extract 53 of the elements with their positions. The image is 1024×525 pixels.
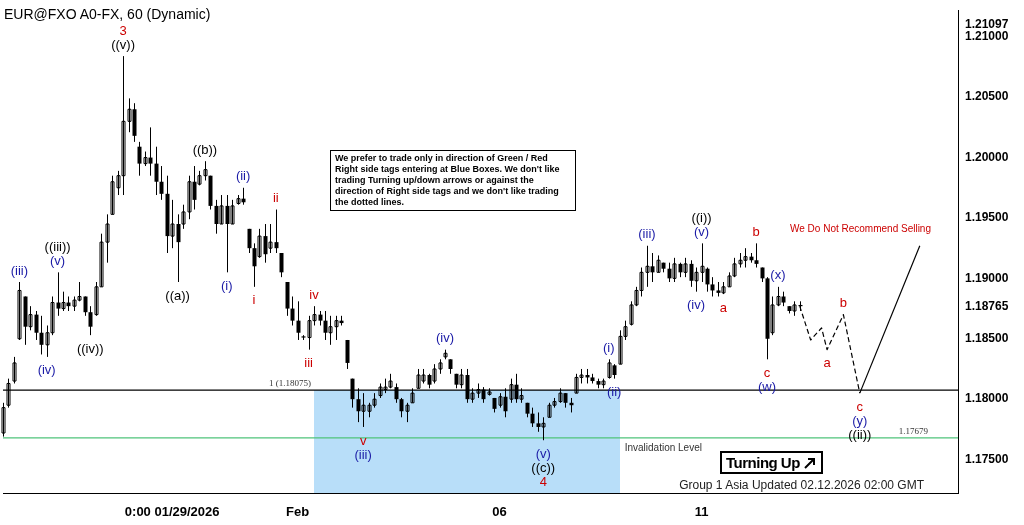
annotation: Invalidation Level bbox=[624, 441, 702, 453]
annotation: (iii) bbox=[638, 226, 656, 242]
annotation: (iii) bbox=[354, 446, 372, 462]
annotation: ii bbox=[272, 190, 279, 206]
x-tick-label: 0:00 01/29/2026 bbox=[124, 503, 220, 519]
annotation: We Do Not Recommend Selling bbox=[790, 223, 931, 234]
annotation: iv bbox=[309, 286, 320, 302]
annotation: (i) bbox=[602, 339, 615, 355]
annotation: (y) bbox=[852, 412, 868, 428]
y-tick-label: 1.20500 bbox=[965, 89, 1009, 104]
annotation: b bbox=[839, 295, 848, 311]
annotation: (i) bbox=[220, 277, 233, 293]
annotation: ((a)) bbox=[165, 287, 190, 303]
y-tick-label: 1.19500 bbox=[965, 210, 1009, 225]
x-tick-label: Feb bbox=[286, 503, 310, 519]
ref-line-label: 1 (1.18075) bbox=[269, 377, 312, 388]
annotation: v bbox=[359, 432, 367, 448]
x-tick-label: 06 bbox=[492, 503, 507, 519]
annotation: (x) bbox=[770, 267, 786, 283]
y-tick-label: 1.18765 bbox=[965, 299, 1009, 314]
annotation: i bbox=[252, 292, 256, 308]
annotation: ((iv)) bbox=[76, 340, 104, 356]
y-tick-label: 1.19000 bbox=[965, 270, 1009, 285]
annotation: We prefer to trade only in direction of Green / Red Right side tags entering at Blue Boxes. We don't like trading Turning up/down arrows or against the direction of Right side tags and we don't like trading the dotted lines. bbox=[335, 153, 560, 207]
y-tick-label: 1.20000 bbox=[965, 149, 1009, 164]
annotation: Turning Up bbox=[726, 454, 800, 471]
annotation: (iv) bbox=[687, 297, 706, 313]
annotation: ((v)) bbox=[111, 36, 135, 52]
annotation: ((iii)) bbox=[44, 238, 71, 254]
annotation: Group 1 Asia Updated 02.12.2026 02:00 GMT bbox=[679, 478, 924, 492]
annotation: b bbox=[752, 223, 760, 239]
annotation: (ii) bbox=[235, 168, 251, 184]
y-tick-label: 1.18000 bbox=[965, 391, 1009, 406]
chart-title: EUR@FXO A0-FX, 60 (Dynamic) bbox=[4, 6, 211, 22]
y-tick-label: 1.17500 bbox=[965, 451, 1009, 466]
x-tick-label: 11 bbox=[694, 503, 709, 519]
annotation: 4 bbox=[539, 473, 547, 489]
annotation: 3 bbox=[119, 22, 127, 38]
ref-line-label: 1.17679 bbox=[898, 425, 929, 436]
annotation: a bbox=[719, 299, 728, 315]
annotation: ((i)) bbox=[691, 209, 712, 225]
annotation: c bbox=[763, 364, 771, 380]
annotation: ((b)) bbox=[192, 141, 218, 157]
annotation: iii bbox=[304, 355, 314, 371]
y-tick-label: 1.18500 bbox=[965, 331, 1009, 346]
y-tick-label: 1.21000 bbox=[965, 29, 1009, 44]
y-tick-label: 1.21097 bbox=[965, 17, 1009, 32]
annotation: c bbox=[856, 398, 864, 414]
annotation: (iv) bbox=[436, 330, 455, 346]
annotation: (iii) bbox=[10, 262, 29, 278]
annotation: a bbox=[823, 355, 832, 371]
annotation: (iv) bbox=[37, 362, 56, 378]
annotation: (v) bbox=[535, 445, 551, 461]
